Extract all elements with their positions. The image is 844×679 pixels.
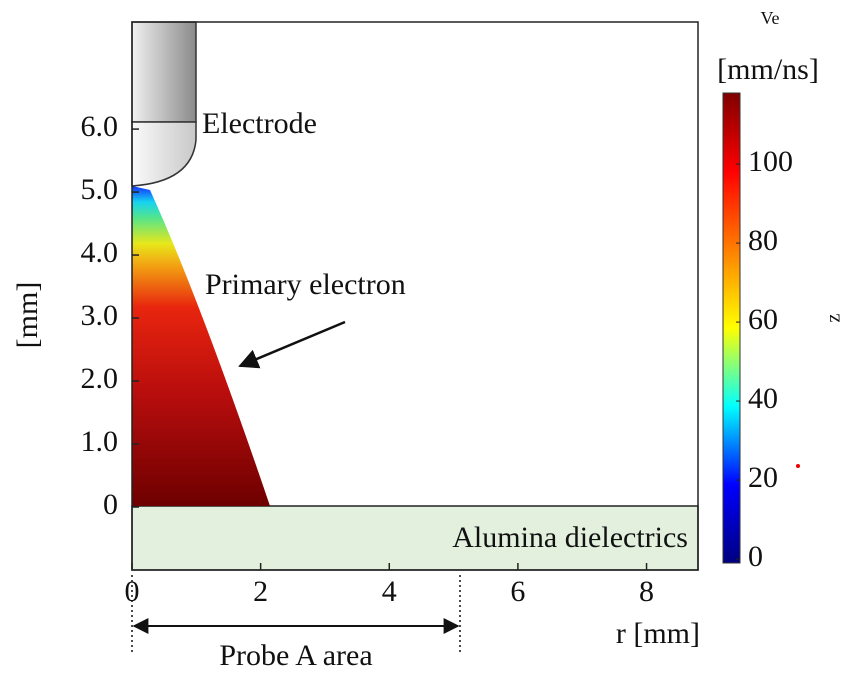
chart: Electrode Primary electron Alumina diele… <box>0 0 844 674</box>
annotation: Electrode <box>202 107 317 140</box>
y-tick-label: 3.0 <box>81 299 119 332</box>
beam-arrow <box>240 322 345 366</box>
colorbar <box>723 93 740 563</box>
y-tick-label: 2.0 <box>81 362 119 395</box>
annotation: Primary electron <box>205 268 406 301</box>
x-axis-label: r [mm] <box>616 617 700 650</box>
colorbar-unit: [mm/ns] <box>717 53 819 86</box>
annotation: Probe A area <box>219 639 372 672</box>
x-tick-label: 8 <box>639 575 654 608</box>
colorbar-tick-label: 100 <box>748 145 793 178</box>
colorbar-tick-label: 0 <box>748 540 763 573</box>
dot <box>796 464 800 468</box>
x-tick-label: 4 <box>382 575 397 608</box>
colorbar-title: Ve <box>761 8 780 28</box>
x-tick-label: 2 <box>253 575 268 608</box>
y-tick-label: 0 <box>103 488 118 521</box>
y-tick-label: 6.0 <box>81 110 119 143</box>
electrode-top <box>132 22 196 122</box>
x-tick-label: 6 <box>510 575 525 608</box>
colorbar-tick-label: 60 <box>748 303 778 336</box>
electrode-tip <box>132 122 196 186</box>
colorbar-side-label: z <box>823 313 844 322</box>
y-tick-label: 4.0 <box>81 236 119 269</box>
y-tick-label: 1.0 <box>81 425 119 458</box>
y-axis-label: [mm] <box>11 282 44 349</box>
y-tick-label: 5.0 <box>81 173 119 206</box>
colorbar-tick-label: 20 <box>748 461 778 494</box>
beam <box>132 186 270 506</box>
colorbar-tick-label: 80 <box>748 224 778 257</box>
annotation: Alumina dielectrics <box>452 521 688 554</box>
colorbar-tick-label: 40 <box>748 382 778 415</box>
x-tick-label: 0 <box>125 575 140 608</box>
